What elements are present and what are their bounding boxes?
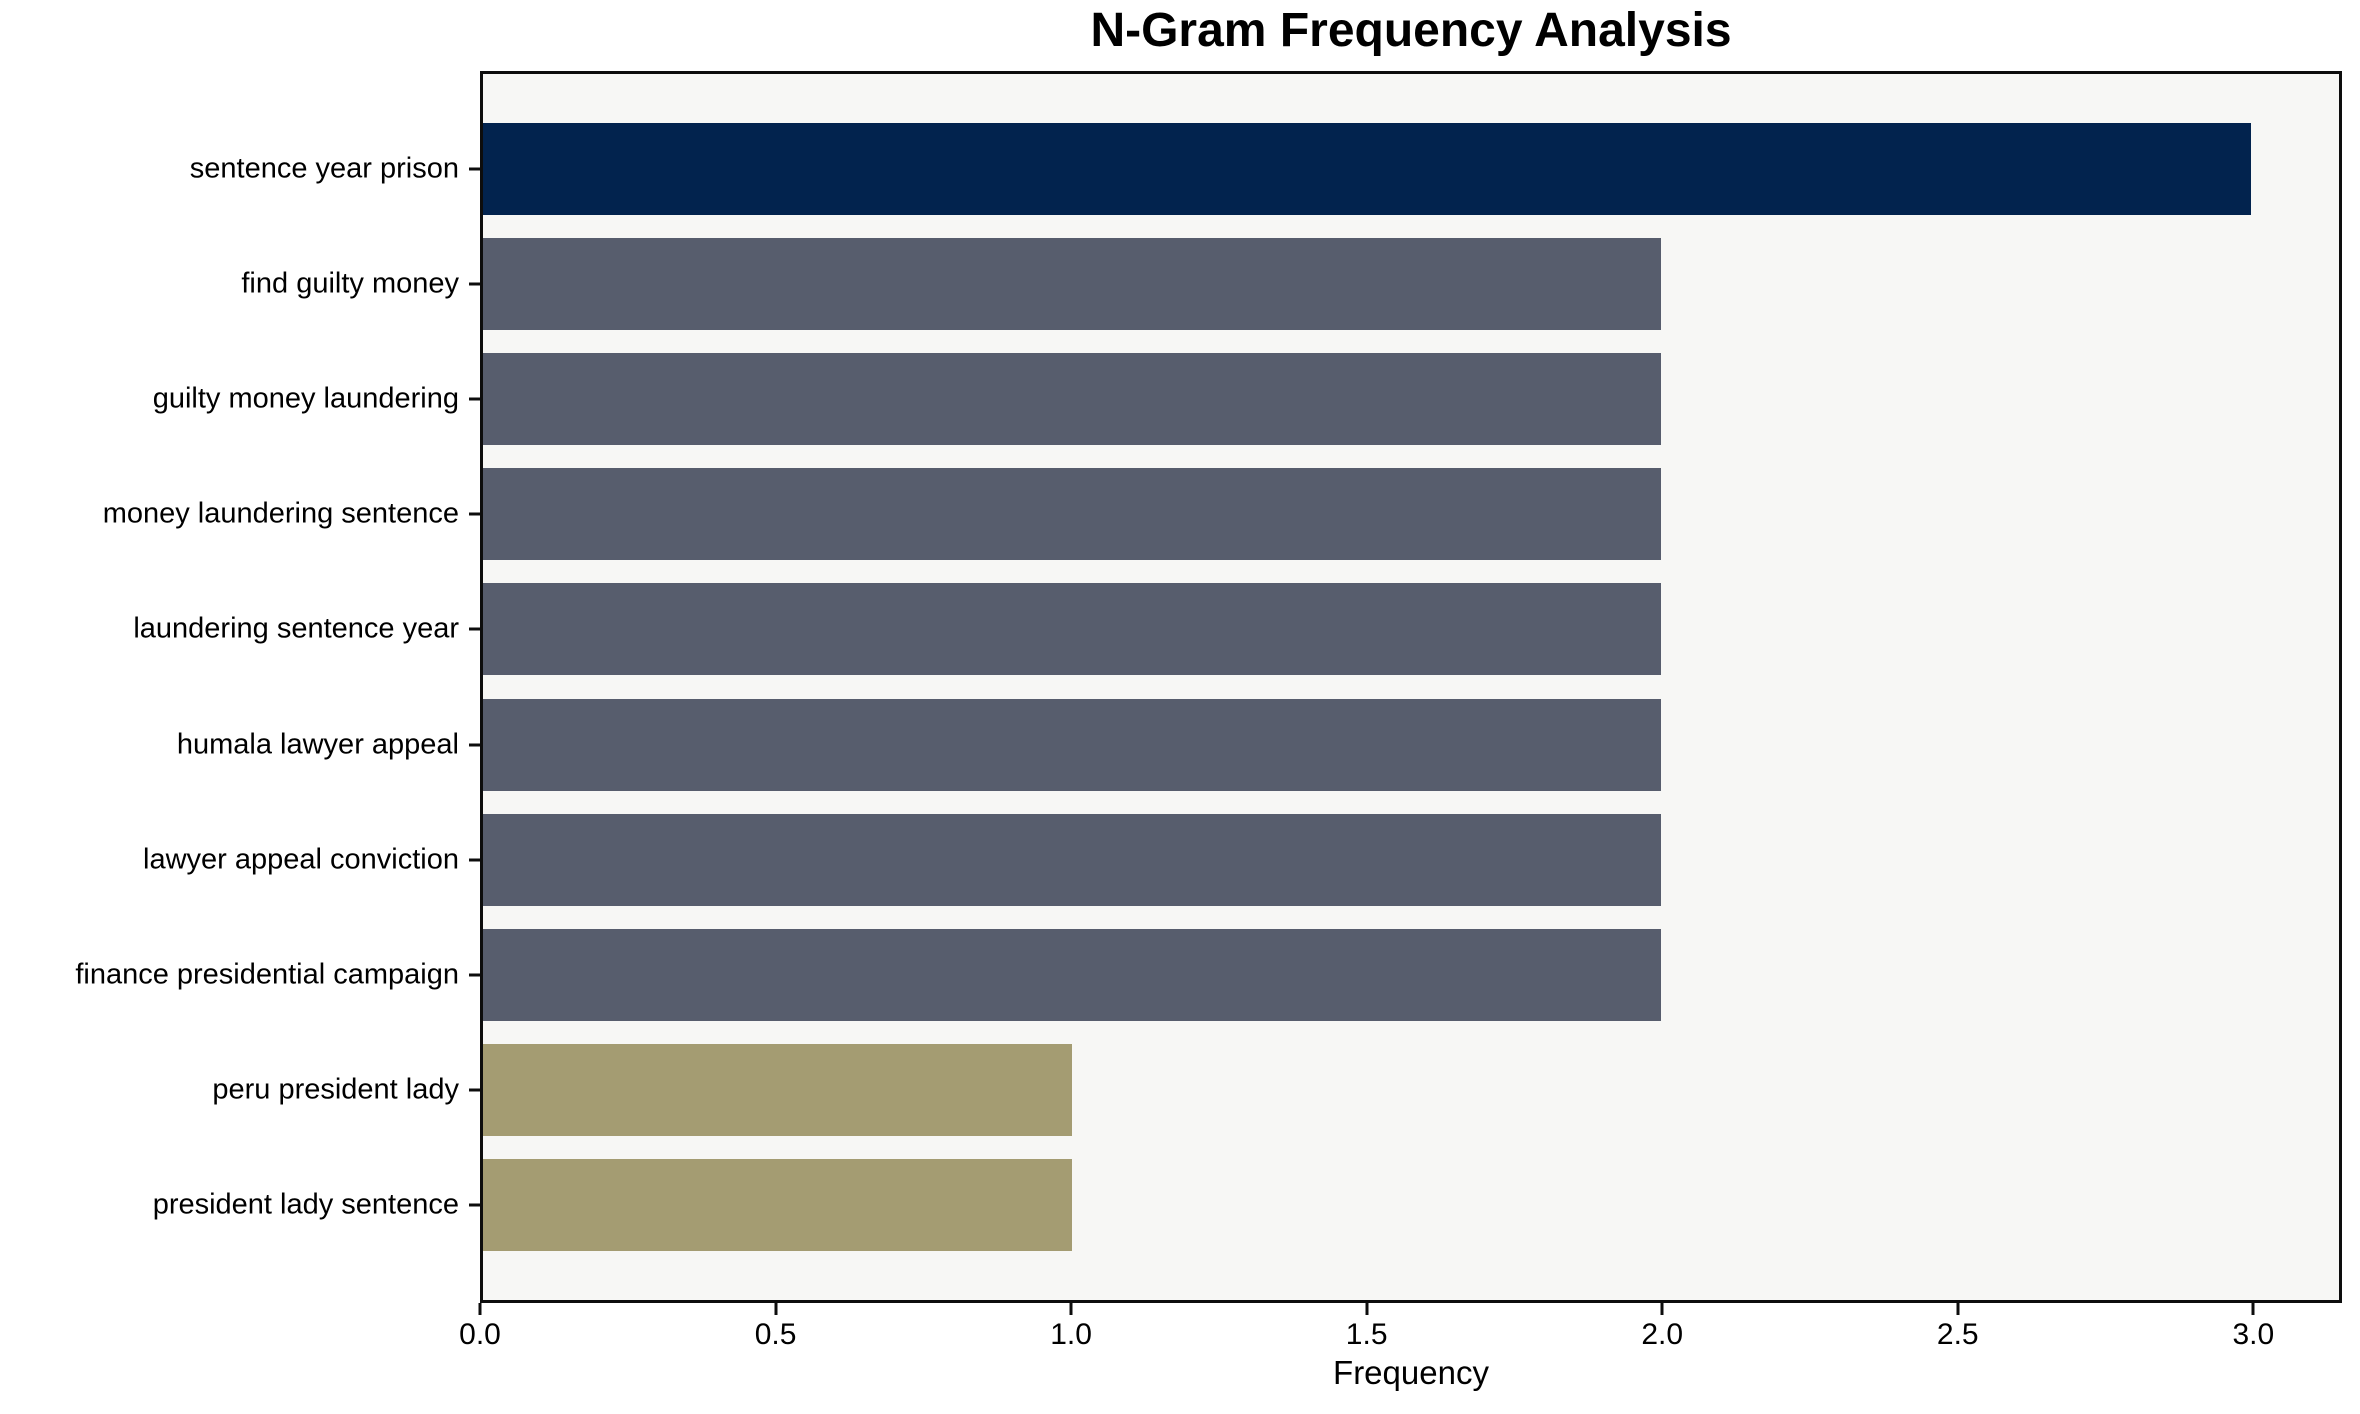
y-tick-mark <box>469 858 480 862</box>
x-tick-label: 0.5 <box>754 1318 797 1351</box>
chart-title: N-Gram Frequency Analysis <box>1090 4 1732 57</box>
bar-row: president lady sentence <box>153 1158 2339 1251</box>
x-tick-label: 2.0 <box>1641 1318 1684 1351</box>
bar-row: sentence year prison <box>190 123 2339 215</box>
x-tick-mark <box>1069 1303 1073 1315</box>
x-tick-label: 2.5 <box>1936 1318 1979 1351</box>
bar-row: find guilty money <box>241 238 2339 331</box>
x-tick-mark <box>774 1303 778 1315</box>
x-tick-label: 1.5 <box>1345 1318 1388 1351</box>
x-tick-mark <box>1365 1303 1369 1315</box>
y-tick-label: finance presidential campaign <box>75 958 459 991</box>
y-tick-mark <box>469 743 480 747</box>
x-tick-mark <box>478 1303 482 1315</box>
bar <box>483 123 2251 215</box>
x-tick-mark <box>1660 1303 1664 1315</box>
bar <box>483 698 1662 791</box>
y-tick-mark <box>469 397 480 401</box>
bar-row: finance presidential campaign <box>75 928 2339 1021</box>
y-tick-mark <box>469 973 480 977</box>
bar <box>483 1158 1073 1251</box>
y-tick-mark <box>469 1088 480 1092</box>
bar <box>483 813 1662 906</box>
y-tick-label: humala lawyer appeal <box>176 728 459 761</box>
bar-row: guilty money laundering <box>153 353 2339 446</box>
bar-row: peru president lady <box>212 1043 2339 1136</box>
y-tick-mark <box>469 1203 480 1207</box>
y-tick-label: sentence year prison <box>189 152 459 185</box>
bar <box>483 238 1662 331</box>
bar <box>483 583 1662 676</box>
x-tick-label: 1.0 <box>1050 1318 1092 1351</box>
y-tick-mark <box>469 627 480 631</box>
y-tick-label: guilty money laundering <box>152 382 459 415</box>
y-tick-label: laundering sentence year <box>133 612 459 645</box>
x-tick-mark <box>1956 1303 1960 1315</box>
x-tick-mark <box>2251 1303 2255 1315</box>
bar-row: laundering sentence year <box>133 583 2339 676</box>
x-axis: 0.0 0.5 1.0 1.5 2.0 2.5 3.0 <box>459 1303 2342 1373</box>
x-tick-label: 0.0 <box>459 1318 501 1351</box>
y-tick-mark <box>469 282 480 286</box>
bar <box>483 353 1662 446</box>
y-tick-label: lawyer appeal conviction <box>143 843 459 876</box>
plot-area: sentence year prison find guilty money gui… <box>75 71 2342 1303</box>
y-tick-mark <box>469 512 480 516</box>
bar <box>483 928 1662 1021</box>
y-tick-label: money laundering sentence <box>102 497 459 530</box>
y-tick-label: president lady sentence <box>152 1188 459 1221</box>
x-axis-label: Frequency <box>1333 1354 1489 1391</box>
y-tick-label: find guilty money <box>241 267 459 300</box>
bar-row: money laundering sentence <box>103 468 2339 561</box>
bars-container: sentence year prison find guilty money gui… <box>75 74 2339 1300</box>
bar-row: lawyer appeal conviction <box>143 813 2339 906</box>
bar-row: humala lawyer appeal <box>177 698 2339 791</box>
x-tick-label: 3.0 <box>2232 1318 2275 1351</box>
bar <box>483 468 1662 561</box>
y-tick-label: peru president lady <box>212 1073 459 1106</box>
bar <box>483 1043 1073 1136</box>
y-tick-mark <box>469 167 480 171</box>
